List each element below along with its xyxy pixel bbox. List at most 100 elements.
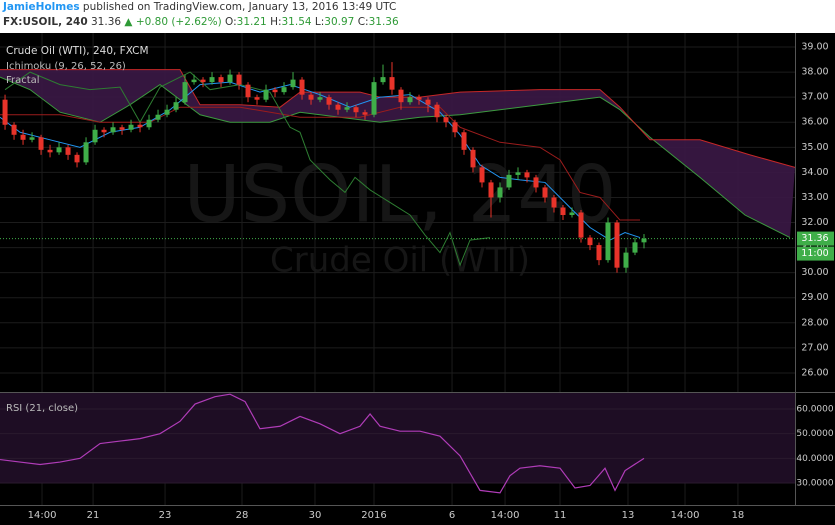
candle-body	[326, 97, 332, 105]
y-tick-label: 30.0000	[796, 478, 833, 488]
indicator-label: Fractal	[6, 75, 40, 86]
candle-body	[83, 142, 89, 163]
candle-body	[290, 79, 296, 88]
candle-body	[119, 127, 125, 130]
main-plot	[0, 33, 795, 392]
ohlc-value: 31.36	[368, 16, 399, 28]
x-tick-label: 11	[554, 510, 567, 521]
chart: USOIL, 240 Crude Oil (WTI) 14:00 21 23 28 30…	[0, 33, 835, 525]
candle-body	[20, 134, 26, 140]
ohlc-value: 30.97	[324, 16, 355, 28]
y-tick-label: 33.00	[801, 192, 828, 203]
candle-body	[200, 79, 206, 83]
watermark: USOIL, 240	[184, 150, 617, 240]
candle-body	[560, 207, 566, 216]
indicator-label: Ichimoku (9, 26, 52, 26)	[6, 61, 126, 72]
x-tick-label: 18	[732, 510, 745, 521]
candle-body	[443, 117, 449, 123]
candle-body	[470, 149, 476, 168]
chart-title: Crude Oil (WTI), 240, FXCM	[6, 45, 149, 57]
y-tick-label: 27.00	[801, 342, 828, 353]
indicator-line	[4, 71, 491, 267]
candle-body	[29, 137, 35, 140]
quote-line: FX:USOIL, 240 31.36 ▲ +0.80 (+2.62%) O:3…	[3, 15, 835, 30]
candle-body	[452, 122, 458, 133]
x-tick-label: 28	[236, 510, 249, 521]
candle-body	[281, 87, 287, 93]
candle-body	[551, 197, 557, 208]
y-tick-label: 60.0000	[796, 405, 833, 415]
candle-body	[308, 94, 314, 100]
candle-body	[182, 82, 188, 103]
rsi-line	[0, 393, 645, 494]
published: published on TradingView.com, January 13…	[82, 1, 397, 13]
candle-body	[632, 242, 638, 253]
candle-body	[155, 114, 161, 120]
x-tick-label: 6	[449, 510, 455, 521]
countdown-badge	[797, 246, 834, 261]
candle-body	[227, 74, 233, 83]
candle-body	[506, 174, 512, 188]
y-tick-label: 28.00	[801, 317, 828, 328]
watermark-subtitle: Crude Oil (WTI)	[270, 241, 530, 281]
ohlc-value: 31.21	[236, 16, 267, 28]
candle-body	[299, 79, 305, 95]
candle-body	[173, 102, 179, 110]
candle-body	[596, 245, 602, 261]
candle-body	[434, 104, 440, 118]
candle-body	[254, 97, 260, 100]
candle-body	[641, 238, 647, 243]
axes: 14:00 21 23 28 30 2016 6 14:00 11 13 14:00 18 26.00 2…	[28, 42, 834, 521]
y-tick-label: 29.00	[801, 292, 828, 303]
candle-body	[416, 97, 422, 100]
rsi-band	[0, 393, 795, 483]
x-tick-label: 21	[87, 510, 100, 521]
candle-body	[353, 107, 359, 113]
ohlc-label: C:	[357, 16, 369, 28]
candle-body	[542, 187, 548, 198]
candle-body	[101, 129, 107, 133]
indicator-line	[0, 106, 641, 221]
candle-body	[461, 132, 467, 150]
candle-body	[479, 167, 485, 183]
candle-body	[398, 89, 404, 103]
ichimoku-cloud	[0, 69, 795, 238]
change: ▲ +0.80 (+2.62%)	[124, 16, 222, 28]
x-tick-label: 14:00	[671, 510, 700, 521]
candle-body	[65, 147, 71, 155]
candle-body	[317, 97, 323, 100]
header: JamieHolmes published on TradingView.com…	[0, 0, 835, 33]
candle-body	[488, 182, 494, 198]
y-tick-label: 50.0000	[796, 429, 833, 439]
y-tick-label: 39.00	[801, 42, 828, 53]
candle-body	[569, 212, 575, 216]
y-tick-label: 34.00	[801, 167, 828, 178]
price: 31.36	[91, 16, 122, 28]
rsi-plot	[0, 393, 795, 505]
candle-body	[362, 112, 368, 115]
candle-body	[191, 79, 197, 83]
y-tick-label: 35.00	[801, 142, 828, 153]
candle-body	[578, 212, 584, 238]
ohlc-value: 31.54	[281, 16, 312, 28]
candle-body	[209, 77, 215, 83]
rsi-title: RSI (21, close)	[6, 403, 78, 414]
y-tick-label: 40.0000	[796, 454, 833, 464]
candle-body	[56, 147, 62, 153]
countdown-label: 11:00	[801, 248, 828, 259]
candle-body	[74, 154, 80, 163]
candle-body	[389, 77, 395, 90]
candle-body	[614, 222, 620, 268]
candle-body	[245, 84, 251, 98]
y-tick-label: 37.00	[801, 92, 828, 103]
candle-body	[407, 97, 413, 103]
ohlc-label: H:	[270, 16, 282, 28]
author[interactable]: JamieHolmes	[3, 1, 80, 13]
x-tick-label: 13	[622, 510, 635, 521]
symbol: FX:USOIL, 240	[3, 16, 88, 28]
candle-body	[47, 149, 53, 153]
header-line: JamieHolmes published on TradingView.com…	[3, 0, 835, 15]
candle-body	[425, 99, 431, 105]
candle-body	[344, 107, 350, 110]
